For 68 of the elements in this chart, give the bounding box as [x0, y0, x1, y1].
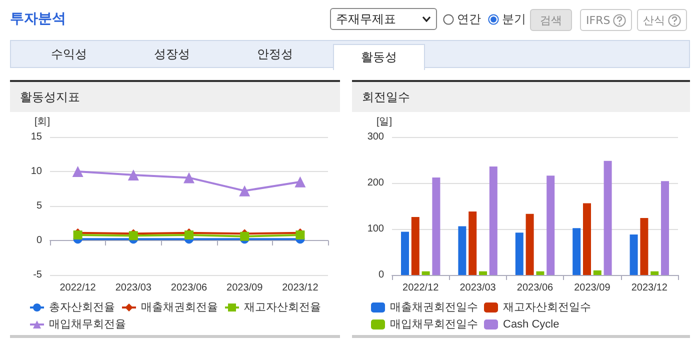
x-tick-label: 2023/03 — [460, 282, 496, 294]
point — [184, 172, 194, 184]
text: 안정성 — [256, 46, 294, 63]
x-tick-label: 2023/12 — [282, 282, 319, 294]
bar — [489, 166, 498, 275]
text: IFRS — [586, 14, 610, 26]
text: 산식 — [643, 12, 665, 28]
text: 수익성 — [50, 46, 88, 63]
legend-label: 총자산회전율 — [49, 302, 115, 314]
bar — [411, 217, 420, 275]
legend-label: 매출채권회전율 — [141, 302, 218, 314]
bar — [432, 177, 440, 275]
point — [240, 232, 250, 241]
bar — [661, 181, 669, 275]
y-tick-label: 0 — [36, 235, 42, 246]
bar — [593, 270, 602, 275]
bar — [422, 271, 430, 275]
point — [128, 169, 139, 180]
bar — [515, 232, 524, 275]
y-tick-label: 0 — [378, 270, 384, 280]
bar — [572, 228, 581, 275]
legend-label: 재고자산회전율 — [244, 302, 321, 314]
bar — [479, 271, 487, 275]
legend-label: 매입채무회전일수 — [390, 318, 478, 330]
y-tick-label: 10 — [30, 166, 42, 177]
point — [294, 176, 306, 188]
x-tick-label: 2023/09 — [226, 282, 264, 294]
bar — [604, 160, 612, 275]
point — [72, 166, 84, 177]
text: 성장성 — [153, 46, 191, 63]
x-tick-label: 2023/12 — [631, 282, 668, 294]
x-tick-label: 2022/12 — [60, 282, 96, 294]
chart-title: 활동성지표 — [10, 82, 340, 112]
legend-label: 재고자산회전일수 — [503, 302, 591, 314]
y-tick-label: 15 — [30, 132, 42, 142]
legend-label: 매출채권회전일수 — [390, 302, 478, 314]
text: 검색 — [530, 9, 572, 31]
bar — [583, 203, 591, 275]
bar — [536, 271, 544, 275]
y-axis-title: [회] — [34, 116, 50, 128]
y-tick-label: 300 — [367, 132, 384, 142]
x-tick-label: 2023/03 — [115, 282, 152, 294]
bar — [468, 212, 477, 275]
legend-label: Cash Cycle — [503, 318, 560, 330]
y-tick-label: 5 — [36, 200, 42, 212]
text: 투자분석 — [10, 10, 66, 28]
text: 분기 — [502, 11, 526, 28]
bar — [458, 226, 466, 275]
text: 연간 — [457, 11, 481, 28]
point — [239, 185, 250, 196]
y-axis-title: [일] — [376, 116, 392, 128]
chart-title: 회전일수 — [352, 82, 690, 112]
x-tick-label: 2023/06 — [170, 282, 208, 294]
bar — [401, 232, 409, 275]
y-tick-label: 100 — [367, 224, 384, 234]
y-tick-label: -5 — [33, 270, 42, 280]
bar — [650, 271, 659, 275]
y-tick-label: 200 — [367, 178, 384, 188]
x-tick-label: 2022/12 — [402, 282, 440, 294]
text: 주재무제표 — [336, 10, 396, 28]
bar — [526, 214, 534, 275]
x-tick-label: 2023/09 — [574, 282, 611, 294]
bar — [640, 218, 648, 275]
bar — [546, 176, 555, 275]
bar — [630, 234, 638, 275]
x-tick-label: 2023/06 — [516, 282, 554, 294]
text: 활동성 — [333, 44, 425, 70]
legend-label: 매입채무회전율 — [49, 318, 126, 330]
